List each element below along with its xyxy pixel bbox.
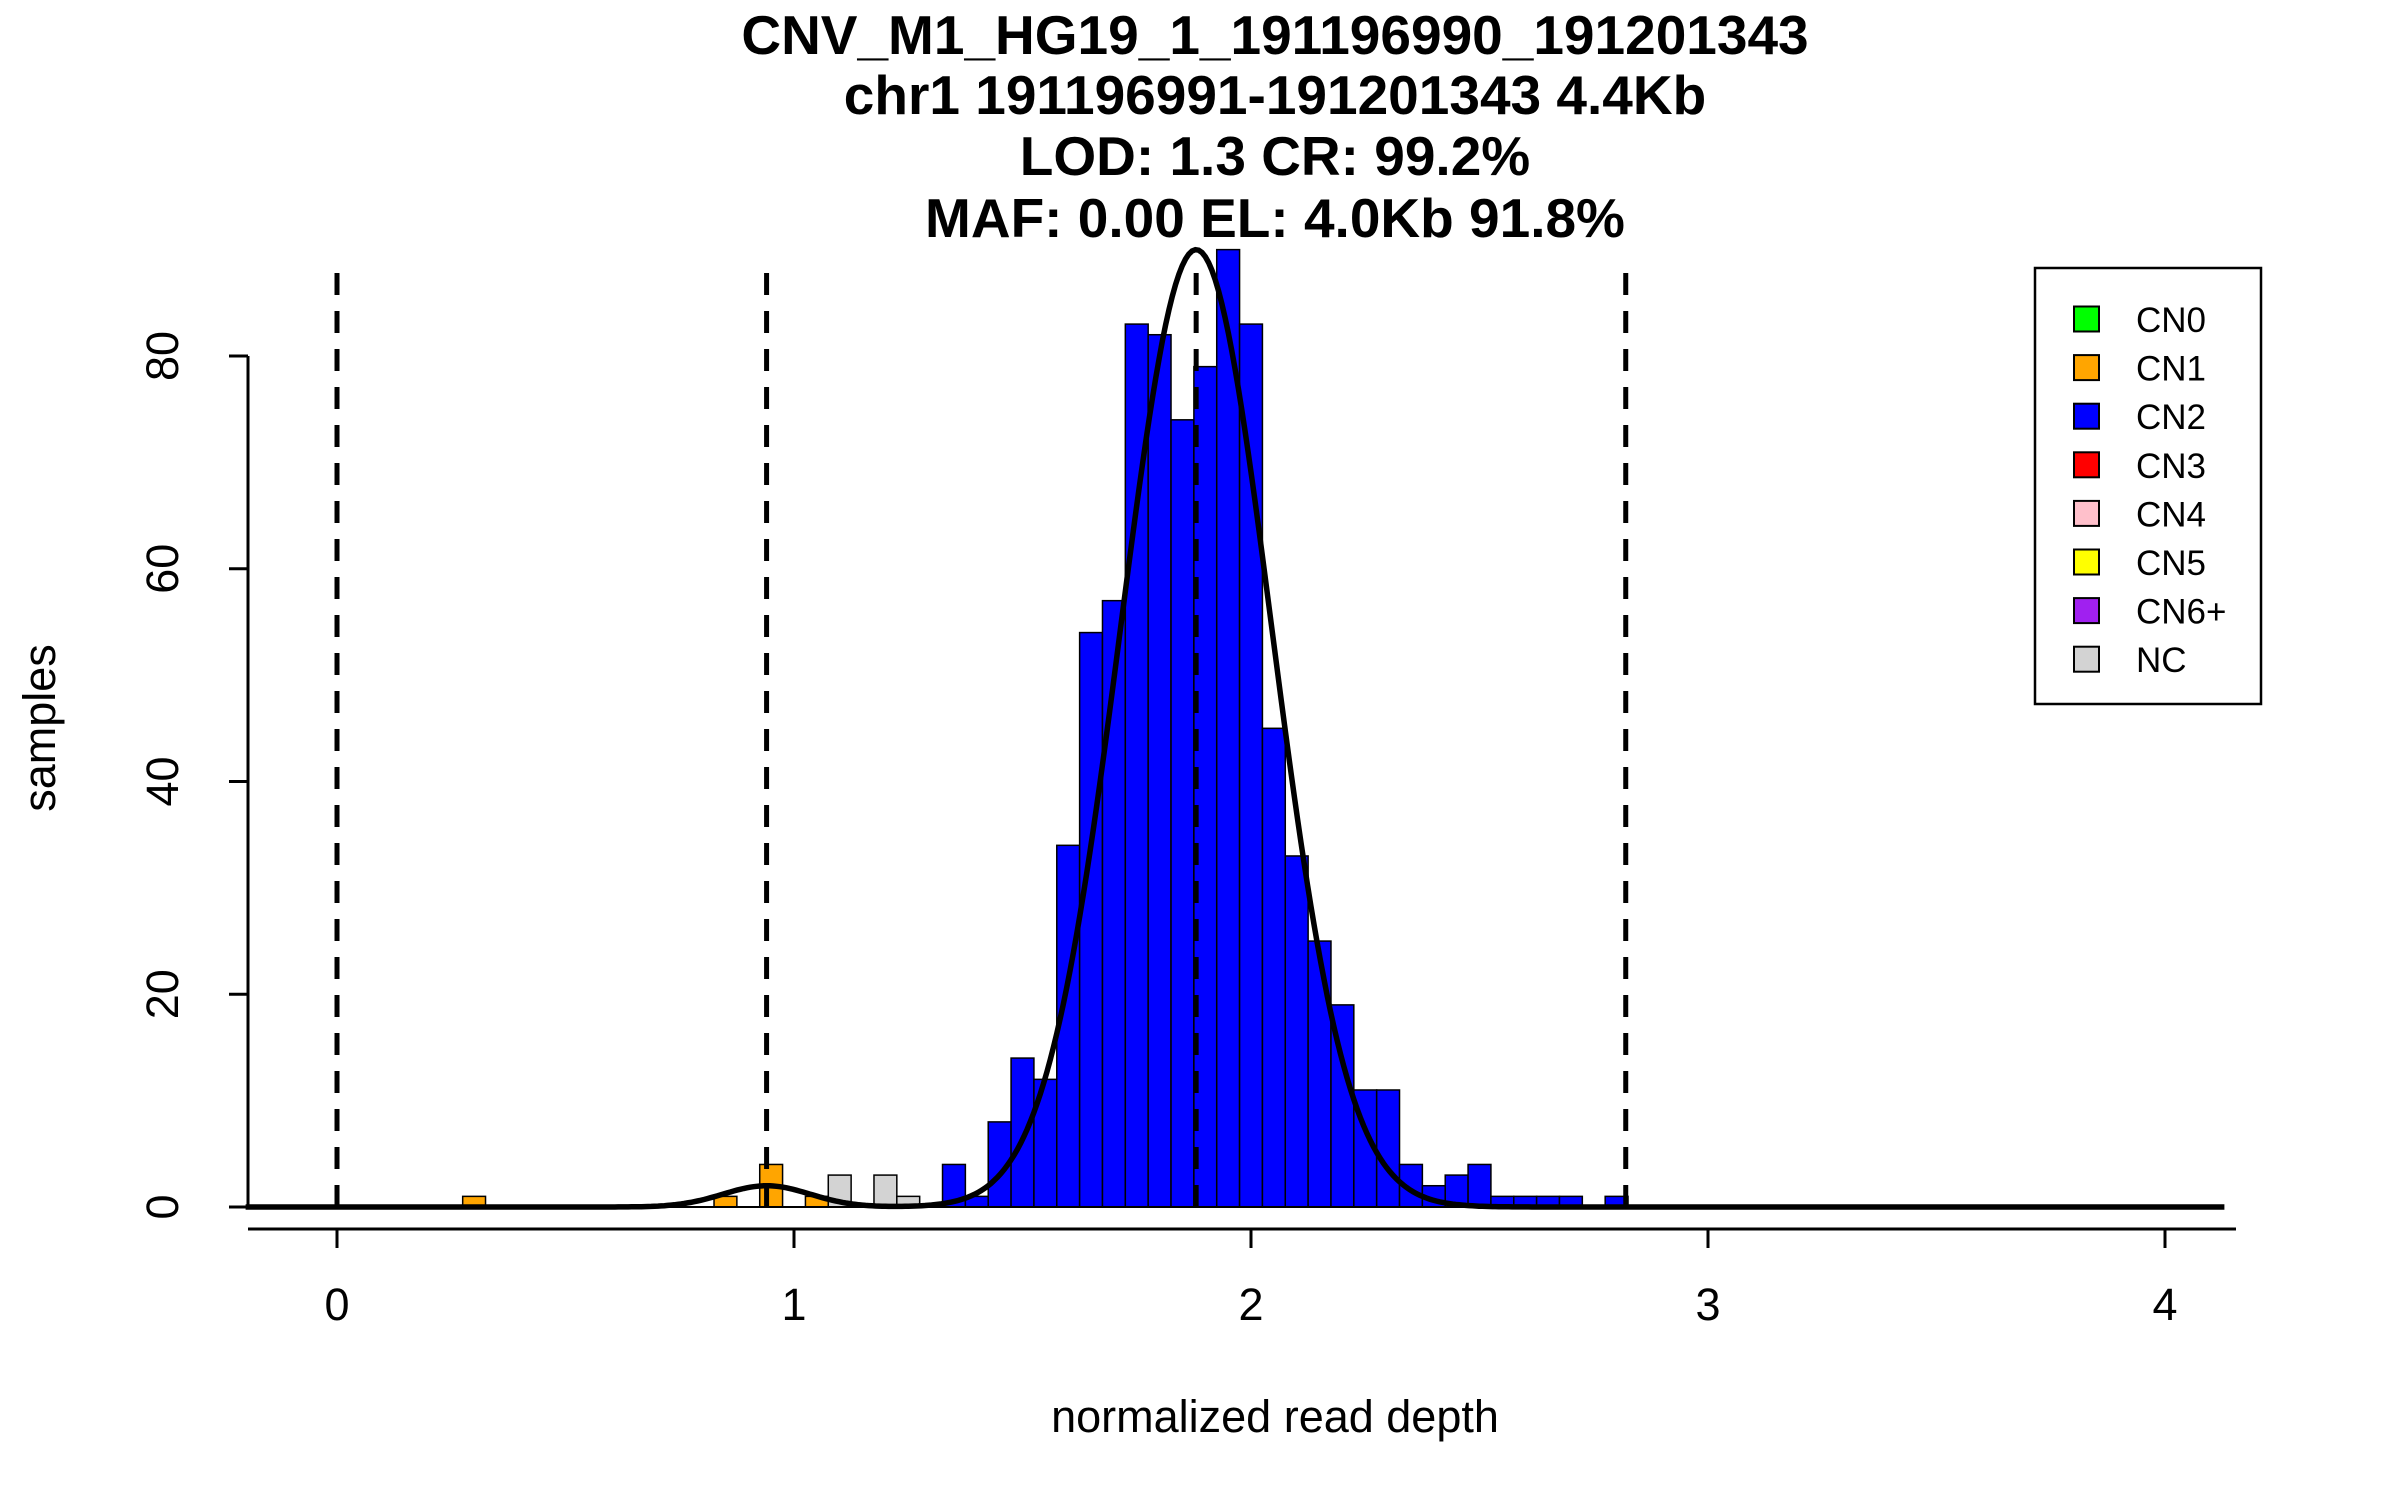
histogram-bar [1078, 631, 1104, 1208]
legend-label: CN0 [2136, 301, 2206, 340]
legend-swatch [2073, 354, 2100, 382]
legend-box [2033, 266, 2263, 706]
legend-label: CN4 [2136, 495, 2206, 534]
x-tick-label: 3 [1695, 1279, 1720, 1330]
histogram-bar [1170, 419, 1195, 1208]
x-axis-label: normalized read depth [1051, 1391, 1499, 1442]
legend-swatch [2073, 402, 2100, 430]
y-axis-label: samples [14, 644, 65, 812]
legend-item: CN6+ [2073, 593, 2226, 632]
legend-label: CN5 [2136, 544, 2206, 583]
legend-item: CN0 [2073, 301, 2206, 340]
legend-item: NC [2073, 641, 2187, 680]
copy-number-reference-lines [334, 268, 1629, 1207]
title-line-1: CNV_M1_HG19_1_191196990_191201343 [741, 4, 1808, 66]
y-tick-label: 20 [137, 969, 188, 1019]
histogram-bar [1261, 727, 1287, 1208]
legend-label: CN1 [2136, 350, 2206, 389]
legend-item: CN2 [2073, 398, 2206, 437]
legend-label: NC [2136, 641, 2187, 680]
histogram-bar [1467, 1163, 1492, 1208]
y-axis: 0 20 40 60 80 [137, 331, 250, 1220]
title-line-4: MAF: 0.00 EL: 4.0Kb 91.8% [925, 187, 1625, 249]
histogram-bar [1147, 333, 1172, 1208]
x-tick-label: 0 [324, 1279, 349, 1330]
legend-item: CN4 [2073, 495, 2206, 534]
legend-label: CN3 [2136, 447, 2206, 486]
x-axis: 0 1 2 3 4 [248, 1227, 2236, 1330]
y-tick-label: 80 [137, 331, 188, 381]
legend: CN0 CN1 CN2 CN3 CN4 CN5 CN6+ NC [2033, 266, 2263, 706]
legend-swatch [2073, 645, 2100, 673]
legend-swatch [2073, 597, 2100, 625]
x-tick-label: 1 [781, 1279, 806, 1330]
y-tick-label: 0 [137, 1194, 188, 1219]
histogram-bar [1010, 1057, 1035, 1208]
legend-swatch [2073, 548, 2100, 576]
legend-swatch [2073, 499, 2100, 527]
legend-label: CN2 [2136, 398, 2206, 437]
fit-curve [245, 246, 2225, 1210]
histogram-bar [1215, 248, 1241, 1208]
legend-swatch [2073, 451, 2100, 479]
mixture-fit-curve [245, 246, 2225, 1210]
histogram-bar [1375, 1089, 1401, 1208]
histogram-bar [1307, 940, 1332, 1208]
y-tick-label: 40 [137, 756, 188, 806]
histogram-bars [461, 248, 1629, 1208]
title-line-2: chr1 191196991-191201343 4.4Kb [844, 64, 1706, 126]
chart-title: CNV_M1_HG19_1_191196990_191201343 chr1 1… [741, 4, 1808, 249]
title-line-3: LOD: 1.3 CR: 99.2% [1020, 125, 1530, 187]
legend-item: CN3 [2073, 447, 2206, 486]
legend-item: CN5 [2073, 544, 2206, 583]
histogram-bar [873, 1174, 898, 1208]
x-tick-label: 2 [1238, 1279, 1263, 1330]
x-tick-label: 4 [2152, 1279, 2177, 1330]
histogram-bar [1284, 855, 1309, 1208]
y-tick-label: 60 [137, 544, 188, 594]
legend-swatch [2073, 305, 2100, 333]
legend-label: CN6+ [2136, 593, 2226, 632]
legend-item: CN1 [2073, 350, 2206, 389]
